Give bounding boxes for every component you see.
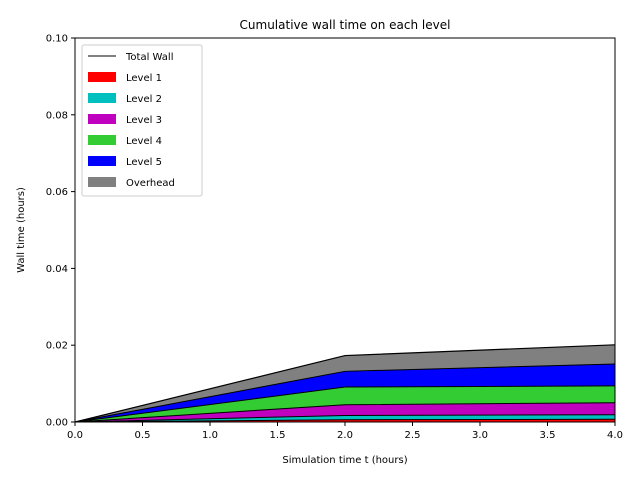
legend-label: Level 4 [126, 136, 162, 147]
legend-swatch [88, 93, 116, 103]
x-axis: 0.0 0.5 1.0 1.5 2.0 2.5 3.0 3.5 4.0 [67, 422, 623, 441]
legend-swatch [88, 114, 116, 124]
boundary-line [74, 418, 616, 423]
total-wall-line [74, 344, 616, 423]
y-tick-label: 0.08 [46, 110, 68, 121]
area-level-3 [75, 402, 615, 422]
area-level-5 [75, 364, 615, 422]
y-tick-label: 0.10 [46, 34, 68, 45]
y-axis-label: Wall time (hours) [16, 187, 27, 273]
x-tick-label: 1.0 [202, 430, 218, 441]
boundary-line [74, 414, 616, 423]
legend-swatch [88, 156, 116, 166]
legend-label: Level 5 [126, 157, 162, 168]
x-tick-label: 0.5 [135, 430, 151, 441]
y-tick-label: 0.04 [46, 264, 68, 275]
chart-title: Cumulative wall time on each level [240, 18, 451, 32]
x-tick-label: 2.5 [405, 430, 421, 441]
x-tick-label: 4.0 [607, 430, 623, 441]
boundary-line [74, 385, 616, 423]
legend-label: Overhead [126, 178, 175, 189]
y-tick-label: 0.00 [46, 418, 68, 429]
area-overhead [75, 344, 615, 422]
legend-swatch [88, 135, 116, 145]
legend-label: Total Wall [125, 52, 173, 63]
legend-label: Level 2 [126, 94, 162, 105]
x-tick-label: 2.0 [337, 430, 353, 441]
x-axis-label: Simulation time t (hours) [282, 455, 407, 466]
x-tick-label: 3.0 [472, 430, 488, 441]
legend-swatch [88, 72, 116, 82]
legend: Total Wall Level 1 Level 2 Level 3 Level 4 Le… [81, 44, 203, 197]
legend-label: Level 3 [126, 115, 162, 126]
series-boundaries [74, 344, 616, 423]
area-level-2 [75, 414, 615, 422]
legend-swatch [88, 177, 116, 187]
legend-label: Level 1 [126, 73, 162, 84]
x-tick-label: 0.0 [67, 430, 83, 441]
x-tick-label: 1.5 [270, 430, 286, 441]
y-tick-label: 0.06 [46, 187, 68, 198]
y-axis: 0.00 0.02 0.04 0.06 0.08 0.10 [46, 34, 75, 429]
x-tick-label: 3.5 [540, 430, 556, 441]
boundary-line [74, 363, 616, 423]
boundary-line [74, 402, 616, 423]
stacked-areas [75, 344, 615, 422]
y-tick-label: 0.02 [46, 341, 68, 352]
